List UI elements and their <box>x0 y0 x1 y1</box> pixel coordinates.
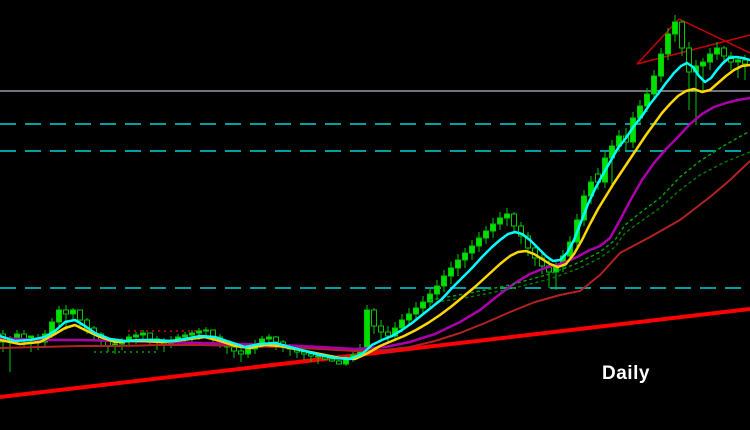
candle-bear <box>679 21 685 49</box>
ma-dark-red-slow <box>0 160 750 352</box>
candle-bull <box>266 336 272 340</box>
candle-bear <box>371 309 377 327</box>
candle-bull <box>70 309 76 315</box>
candle-bull <box>469 245 475 254</box>
candle-bear <box>336 360 342 365</box>
candle-bull <box>651 75 657 95</box>
candle-bear <box>147 332 153 340</box>
candle-bear <box>742 59 748 65</box>
candle-bull <box>672 21 678 35</box>
horizontal-levels-layer <box>0 90 750 289</box>
candle-bull <box>140 332 146 336</box>
candle-bull <box>504 213 510 219</box>
candle-bull <box>665 33 671 55</box>
moving-averages-layer <box>0 55 750 361</box>
candle-bull <box>644 93 650 107</box>
candle-bull <box>56 309 62 323</box>
candle-bear <box>77 309 83 321</box>
candle-bull <box>406 313 412 321</box>
candle-bull <box>707 53 713 63</box>
ma-cyan-fast <box>0 55 750 361</box>
candle-bear <box>511 213 517 227</box>
candle-bear <box>308 353 314 357</box>
candle-bull <box>434 285 440 295</box>
candle-bull <box>497 217 503 225</box>
major-ascending-trendline <box>0 307 750 399</box>
candle-bull <box>420 301 426 309</box>
candle-bull <box>476 237 482 247</box>
candle-bull <box>490 223 496 232</box>
candle-bear <box>378 325 384 333</box>
candle-bull <box>427 293 433 303</box>
candle-bear <box>315 355 321 358</box>
candle-bull <box>413 307 419 315</box>
ma-green-dotted-upper <box>429 130 750 301</box>
candle-bull <box>735 59 741 63</box>
candle-bull <box>203 329 209 332</box>
candle-bull <box>14 333 20 339</box>
ma-green-dotted-lower <box>429 151 750 304</box>
candle-bear <box>721 47 727 57</box>
trendline-objects-layer <box>0 18 750 399</box>
candle-bull <box>700 61 706 67</box>
candle-bull <box>399 319 405 329</box>
wedge-line-shallow <box>636 34 750 65</box>
candle-bull <box>455 259 461 269</box>
candle-bear <box>63 309 69 315</box>
candle-bull <box>483 230 489 239</box>
candle-bull <box>364 309 370 349</box>
candle-bull <box>441 275 447 287</box>
wedge-line-falling <box>678 18 750 54</box>
candle-bull <box>189 332 195 336</box>
candle-bear <box>686 47 692 73</box>
candle-bull <box>658 53 664 77</box>
candle-bull <box>196 330 202 334</box>
candle-bull <box>133 334 139 338</box>
candle-bear <box>238 350 244 355</box>
candle-bear <box>385 331 391 337</box>
candle-bull <box>462 252 468 261</box>
candle-bear <box>518 225 524 237</box>
candle-bear <box>231 346 237 352</box>
candle-bull <box>245 348 251 355</box>
candle-bear <box>329 358 335 362</box>
candle-bull <box>448 267 454 277</box>
candle-bull <box>182 334 188 338</box>
candle-bear <box>273 336 279 343</box>
candle-bull <box>714 47 720 55</box>
timeframe-label: Daily <box>602 363 650 384</box>
ma-yellow <box>0 63 750 361</box>
